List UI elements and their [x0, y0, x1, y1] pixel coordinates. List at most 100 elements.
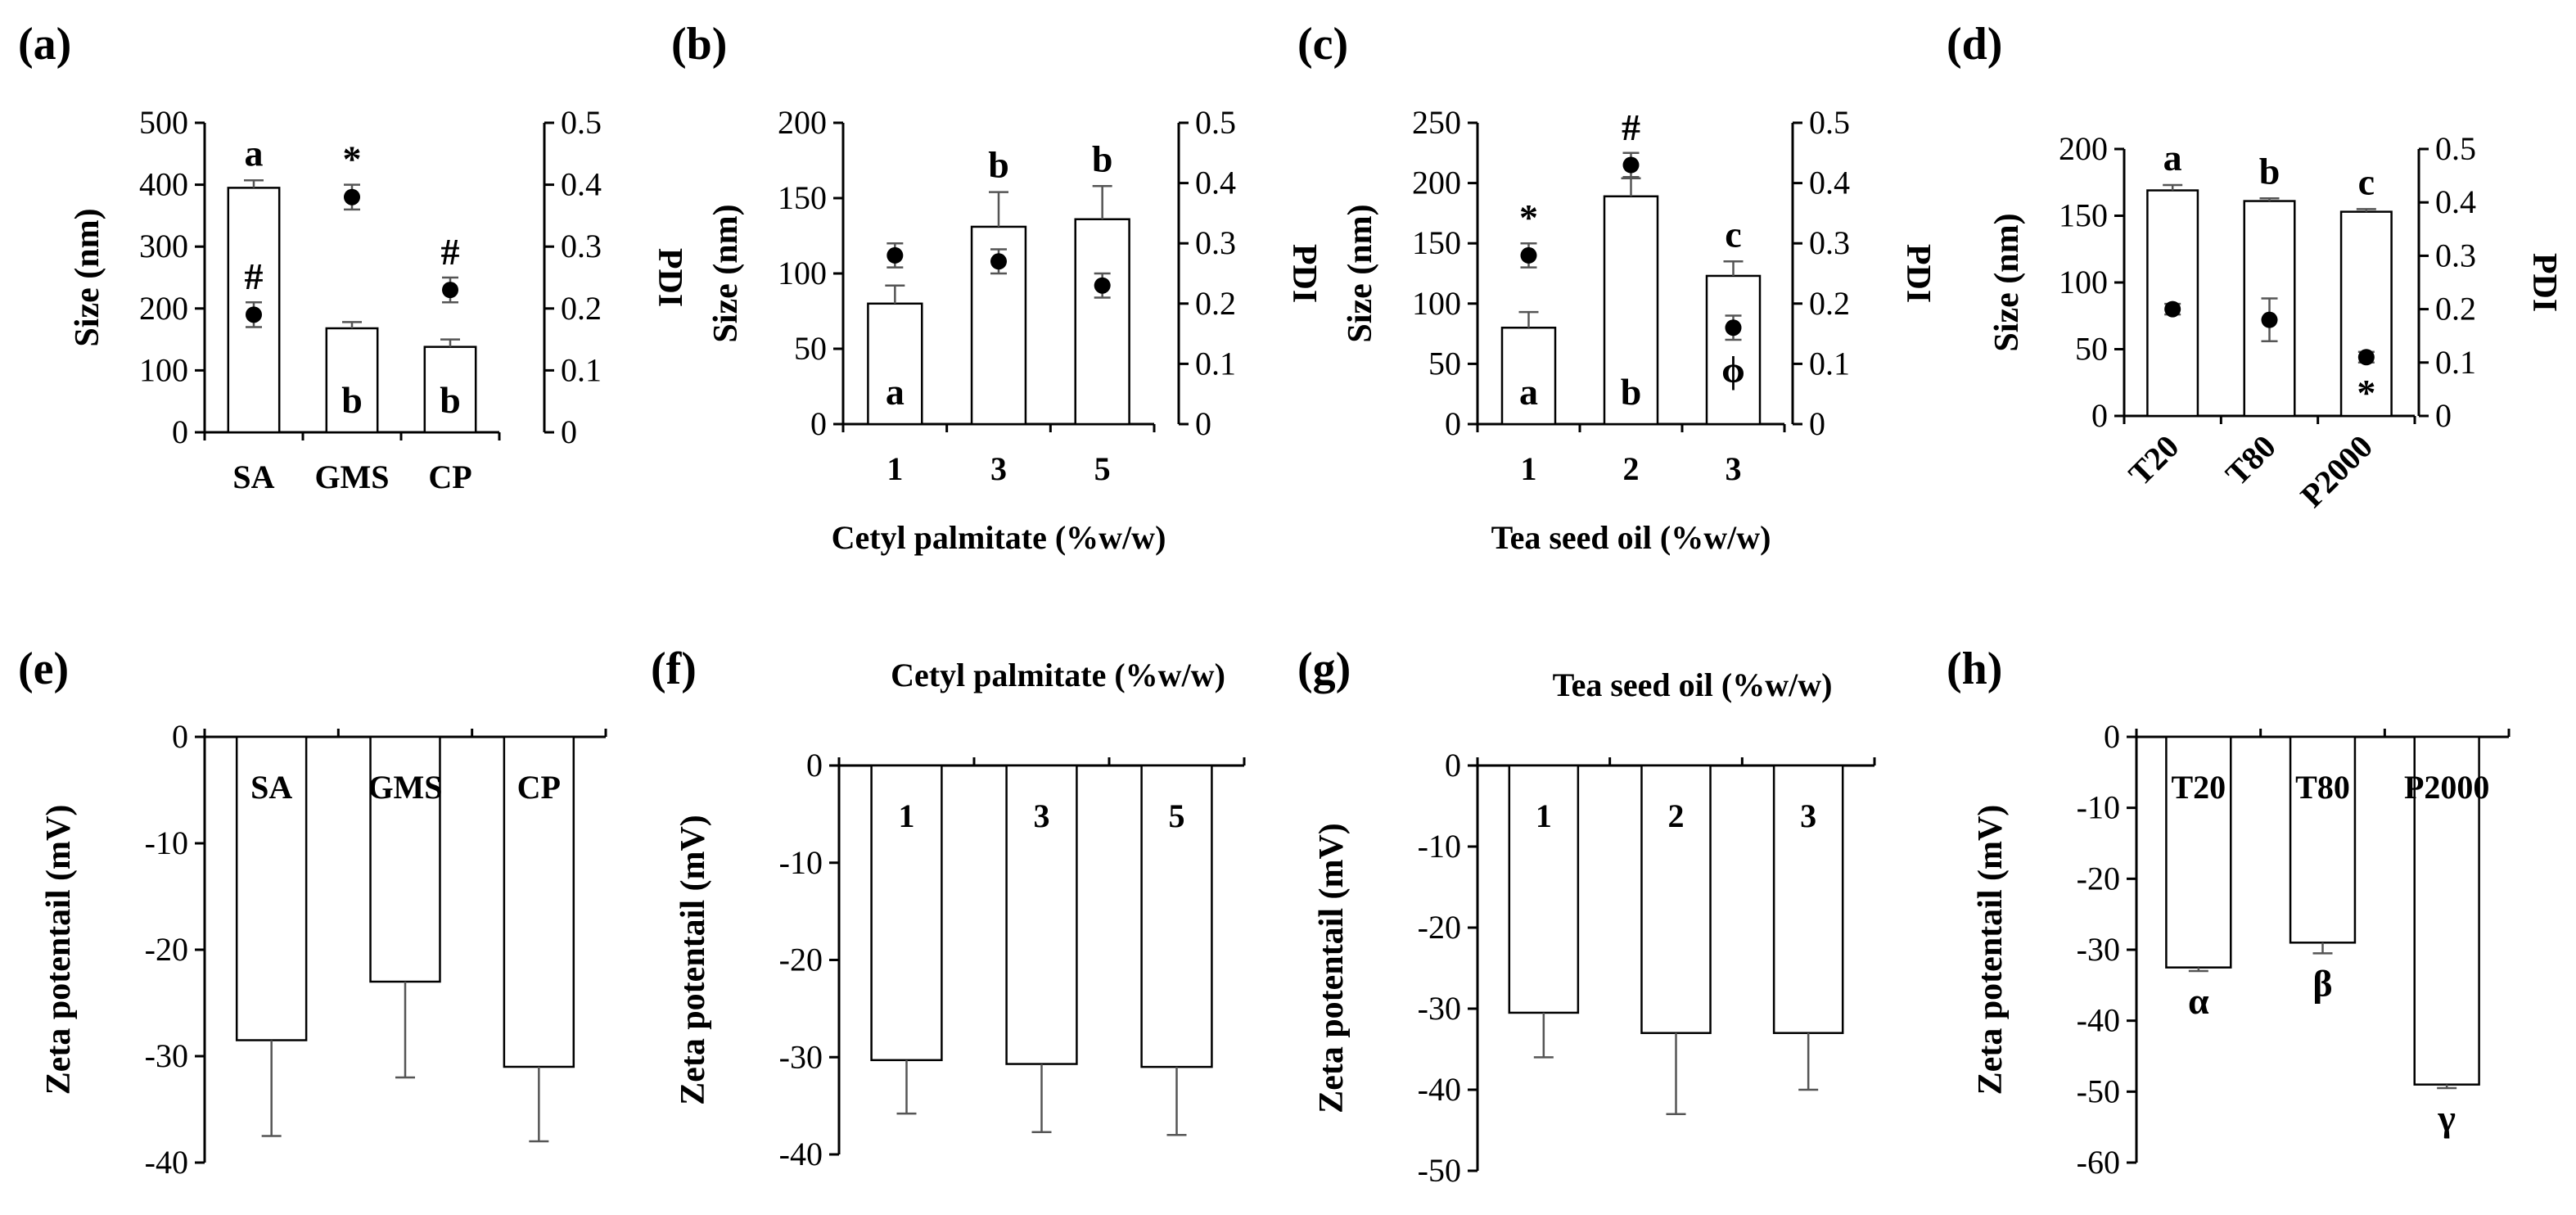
bar-label: a: [2163, 137, 2182, 178]
panel-a: (a) 0 100 200 300 400 500 Size (nm) SA a GMS b CP b 0 0…: [18, 19, 688, 495]
category-label: 3: [1034, 797, 1050, 834]
y2-tick-label: 0.2: [1195, 285, 1236, 322]
panel-label: (a): [18, 19, 71, 70]
y-tick-label: 400: [139, 166, 188, 203]
y-tick-label: -20: [2077, 860, 2120, 897]
pdi-point: [886, 246, 904, 264]
y-axis-label: Zeta potentail (mV): [1972, 805, 2010, 1095]
bar: [423, 346, 477, 434]
y-axis-label: Size (nm): [1342, 204, 1379, 342]
chart-title: Tea seed oil (%w/w): [1553, 666, 1833, 703]
panel-g: (g) 0 -10 -20 -30 -40 -50 Zeta potentail (mV) 1 2…: [1297, 644, 1876, 1189]
pdi-point-label: *: [343, 138, 362, 180]
category-label: T80: [2218, 428, 2283, 493]
category-label: 2: [1623, 450, 1640, 487]
y2-tick-label: 0.3: [561, 228, 602, 264]
y-axis-label: Zeta potentail (mV): [674, 815, 712, 1105]
y-tick-label: 200: [778, 104, 827, 141]
y-tick-label: -40: [1418, 1071, 1461, 1108]
category-label: 3: [1726, 450, 1742, 487]
category-label: SA: [250, 769, 292, 806]
y2-tick-label: 0.1: [2435, 344, 2476, 381]
bar: [867, 302, 923, 426]
y-tick-label: 0: [806, 747, 823, 784]
y2-tick-label: 0.1: [1195, 345, 1236, 382]
pdi-point: [1622, 156, 1640, 174]
pdi-point: [442, 282, 458, 299]
y-tick-label: 100: [778, 255, 827, 291]
category-label: 1: [1521, 450, 1537, 487]
y2-tick-label: 0.4: [1195, 165, 1236, 201]
y-tick-label: 0: [810, 405, 827, 442]
y-tick-label: -20: [145, 931, 188, 968]
pdi-point: [2261, 311, 2278, 328]
y2-tick-label: 0.1: [1809, 345, 1850, 382]
y-tick-label: -50: [2077, 1073, 2120, 1109]
y-tick-label: 200: [139, 290, 188, 327]
y-tick-label: 0: [1445, 747, 1461, 784]
category-label: CP: [517, 769, 561, 806]
y2-tick-label: 0.4: [561, 166, 602, 203]
category-label: T80: [2295, 769, 2350, 806]
category-label: P2000: [2404, 769, 2489, 806]
bar: [870, 764, 943, 1062]
y-tick-label: 0: [1445, 405, 1461, 442]
bar: [503, 735, 575, 1068]
y2-tick-label: 0: [561, 413, 577, 450]
y-tick-label: 0: [172, 413, 188, 450]
bar: [1140, 764, 1213, 1068]
panel-label: (h): [1947, 644, 2002, 694]
y2-tick-label: 0: [2435, 397, 2452, 434]
bar: [2289, 735, 2357, 944]
y-axis-label: Size (nm): [1988, 213, 2026, 351]
bar-label: b: [440, 379, 461, 421]
panel-label: (c): [1297, 19, 1348, 70]
y-tick-label: -10: [145, 824, 188, 861]
y-tick-label: 100: [139, 351, 188, 388]
y2-tick-label: 0: [1195, 405, 1211, 442]
bar-label: a: [1519, 371, 1538, 413]
bar-label: a: [886, 371, 905, 413]
y-tick-label: 50: [1428, 345, 1461, 382]
pdi-point-label: #: [1622, 106, 1640, 148]
pdi-point-label: #: [245, 255, 264, 297]
y-axis-label: Size (nm): [707, 204, 745, 342]
y-tick-label: -50: [1418, 1152, 1461, 1189]
panel-f: (f) 0 -10 -20 -30 -40 Zeta potentail (mV) 1 3 5 Ce…: [651, 644, 1246, 1172]
pdi-point: [1725, 319, 1742, 336]
y-tick-label: 50: [794, 330, 827, 367]
y-tick-label: 100: [1412, 285, 1461, 322]
y-tick-label: 0: [2091, 397, 2108, 434]
y-tick-label: 0: [172, 718, 188, 755]
pdi-point: [1094, 277, 1111, 294]
chart-title: Cetyl palmitate (%w/w): [891, 657, 1225, 693]
category-label: GMS: [314, 458, 389, 495]
y2-tick-label: 0.1: [561, 351, 602, 388]
bar-label: c: [2358, 160, 2375, 202]
bar: [2413, 735, 2480, 1086]
y2-tick-label: 0.3: [1809, 224, 1850, 261]
y2-axis-label: PDI: [1285, 244, 1323, 303]
y2-tick-label: 0.2: [2435, 291, 2476, 327]
y-tick-label: -40: [145, 1144, 188, 1181]
y-tick-label: 150: [778, 179, 827, 216]
category-label: 3: [990, 450, 1007, 487]
y-tick-label: 200: [2059, 130, 2108, 167]
y2-tick-label: 0.3: [2435, 237, 2476, 273]
panel-e: (e) 0 -10 -20 -30 -40 Zeta potentail (mV) SA GMS…: [18, 644, 607, 1181]
y2-axis-label: PDI: [1899, 244, 1937, 303]
y2-tick-label: 0.5: [2435, 130, 2476, 167]
bar: [1705, 274, 1762, 426]
y-tick-label: 100: [2059, 264, 2108, 300]
bar-label: a: [245, 132, 264, 174]
y-tick-label: -10: [2077, 789, 2120, 826]
y-tick-label: -10: [1418, 828, 1461, 865]
bar: [369, 735, 441, 983]
y2-tick-label: 0.5: [1195, 104, 1236, 141]
y-tick-label: -30: [779, 1038, 823, 1075]
y-tick-label: -20: [1418, 909, 1461, 946]
pdi-point: [246, 306, 262, 323]
pdi-point: [344, 188, 360, 206]
category-label: CP: [428, 458, 471, 495]
bar: [1074, 218, 1130, 426]
